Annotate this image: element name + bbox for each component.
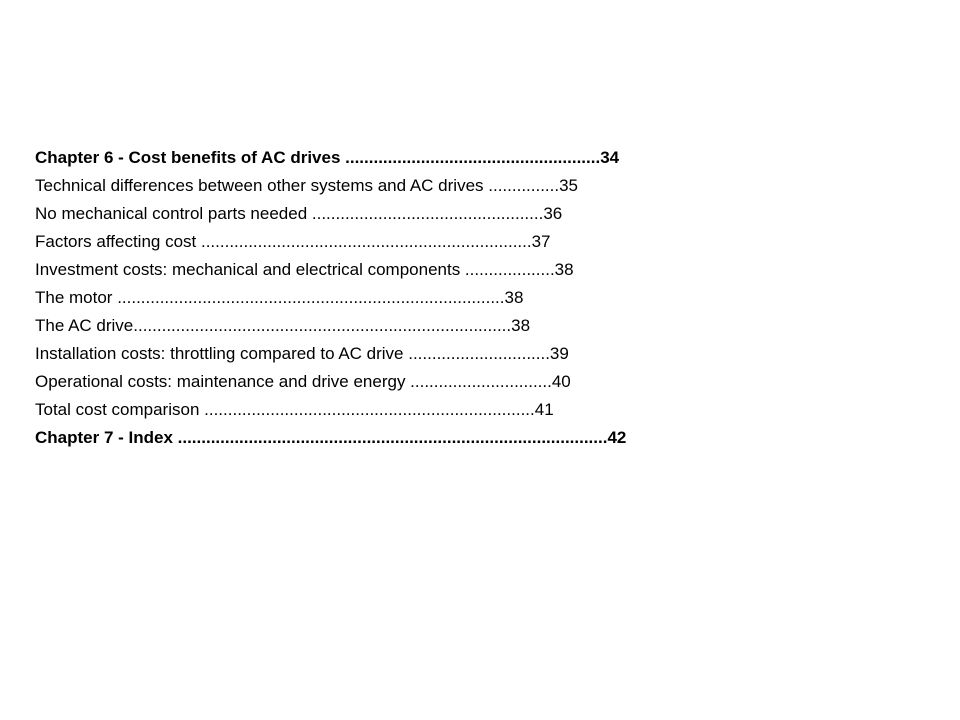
toc-entry-investment-costs: Investment costs: mechanical and electri… [35, 260, 574, 279]
toc-entry-total-cost-comparison: Total cost comparison ..................… [35, 400, 554, 419]
toc-entry-technical-differences: Technical differences between other syst… [35, 176, 579, 195]
table-of-contents: Chapter 6 - Cost benefits of AC drives .… [35, 144, 815, 452]
toc-entry-the-ac-drive: The AC drive............................… [35, 316, 531, 335]
toc-entry-operational-costs: Operational costs: maintenance and drive… [35, 372, 571, 391]
toc-chapter-7: Chapter 7 - Index ......................… [35, 428, 627, 447]
toc-entry-installation-costs: Installation costs: throttling compared … [35, 344, 569, 363]
toc-entry-no-mechanical-parts: No mechanical control parts needed .....… [35, 204, 563, 223]
toc-entry-factors-affecting-cost: Factors affecting cost .................… [35, 232, 551, 251]
toc-chapter-6: Chapter 6 - Cost benefits of AC drives .… [35, 148, 620, 167]
toc-entry-the-motor: The motor ..............................… [35, 288, 524, 307]
